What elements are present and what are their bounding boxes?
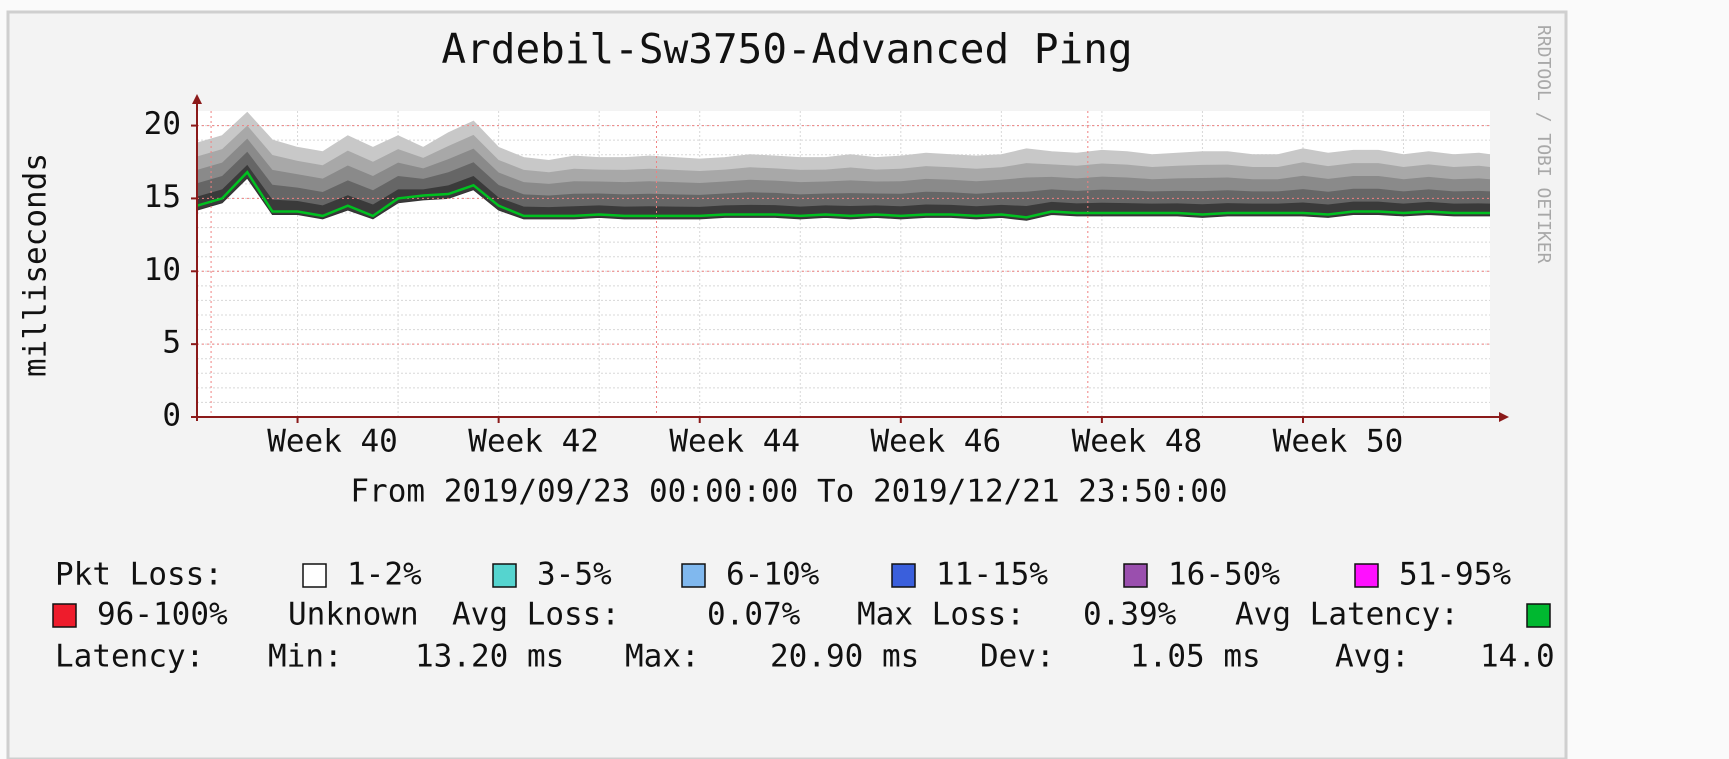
- x-tick-label: Week 46: [870, 424, 1001, 460]
- subtitle: From 2019/09/23 00:00:00 To 2019/12/21 2…: [350, 474, 1227, 510]
- legend-swatch: [492, 563, 517, 588]
- y-tick-label: 10: [144, 252, 181, 288]
- smoke-low-line: [196, 177, 1490, 221]
- legend-text: 3-5%: [537, 557, 612, 593]
- legend-text: 1-2%: [347, 557, 422, 593]
- y-tick-label: 15: [144, 179, 181, 215]
- legend-text: 13.20 ms: [415, 639, 564, 675]
- legend-text: 14.0: [1480, 639, 1555, 675]
- chart-title: Ardebil-Sw3750-Advanced Ping: [441, 25, 1132, 73]
- legend-swatch: [1354, 563, 1379, 588]
- legend-text: Avg Latency:: [1235, 597, 1459, 633]
- legend-text: Max Loss:: [857, 597, 1025, 633]
- legend-text: 1.05 ms: [1130, 639, 1261, 675]
- legend-text: 6-10%: [726, 557, 820, 593]
- x-tick-label: Week 44: [669, 424, 800, 460]
- x-tick-label: Week 40: [267, 424, 398, 460]
- legend-text: Max:: [625, 639, 700, 675]
- y-tick-label: 0: [162, 398, 181, 434]
- legend-text: Avg:: [1335, 639, 1410, 675]
- y-axis-label: milliseconds: [18, 153, 54, 377]
- legend: Pkt Loss: 1-2% 3-5% 6-10% 11-15% 16-50% 51-95%…: [52, 557, 1555, 675]
- legend-text: Avg Loss:: [452, 597, 620, 633]
- legend-swatch: [52, 603, 77, 628]
- legend-text: Unknown: [288, 597, 419, 633]
- y-tick-label: 5: [162, 325, 181, 361]
- x-tick-label: Week 50: [1273, 424, 1404, 460]
- smoke-high-line: [196, 111, 1491, 162]
- y-tick-label: 20: [144, 106, 181, 142]
- legend-text: 0.39%: [1083, 597, 1177, 633]
- legend-text: 51-95%: [1399, 557, 1511, 593]
- legend-text: Min:: [268, 639, 343, 675]
- legend-swatch: [891, 563, 916, 588]
- plot: 0 5 10 15 20 Week 40 Week 42 Week 44 Week 46 Week…: [144, 94, 1509, 460]
- legend-swatch: [302, 563, 327, 588]
- legend-swatch: [1123, 563, 1148, 588]
- x-tick-label: Week 48: [1072, 424, 1203, 460]
- legend-swatch: [1526, 603, 1551, 628]
- smoke-layer: [197, 151, 1490, 221]
- watermark: RRDTOOL / TOBI OETIKER: [1533, 25, 1554, 264]
- legend-text: 96-100%: [97, 597, 228, 633]
- legend-swatch: [681, 563, 706, 588]
- legend-text: Pkt Loss:: [55, 557, 223, 593]
- legend-text: Latency:: [55, 639, 204, 675]
- median-line: [196, 170, 1490, 219]
- legend-text: 16-50%: [1168, 557, 1280, 593]
- legend-text: Dev:: [980, 639, 1055, 675]
- legend-text: 20.90 ms: [770, 639, 919, 675]
- smoke-layer: [197, 164, 1490, 221]
- legend-text: 11-15%: [936, 557, 1048, 593]
- x-tick-label: Week 42: [468, 424, 599, 460]
- legend-text: 0.07%: [707, 597, 801, 633]
